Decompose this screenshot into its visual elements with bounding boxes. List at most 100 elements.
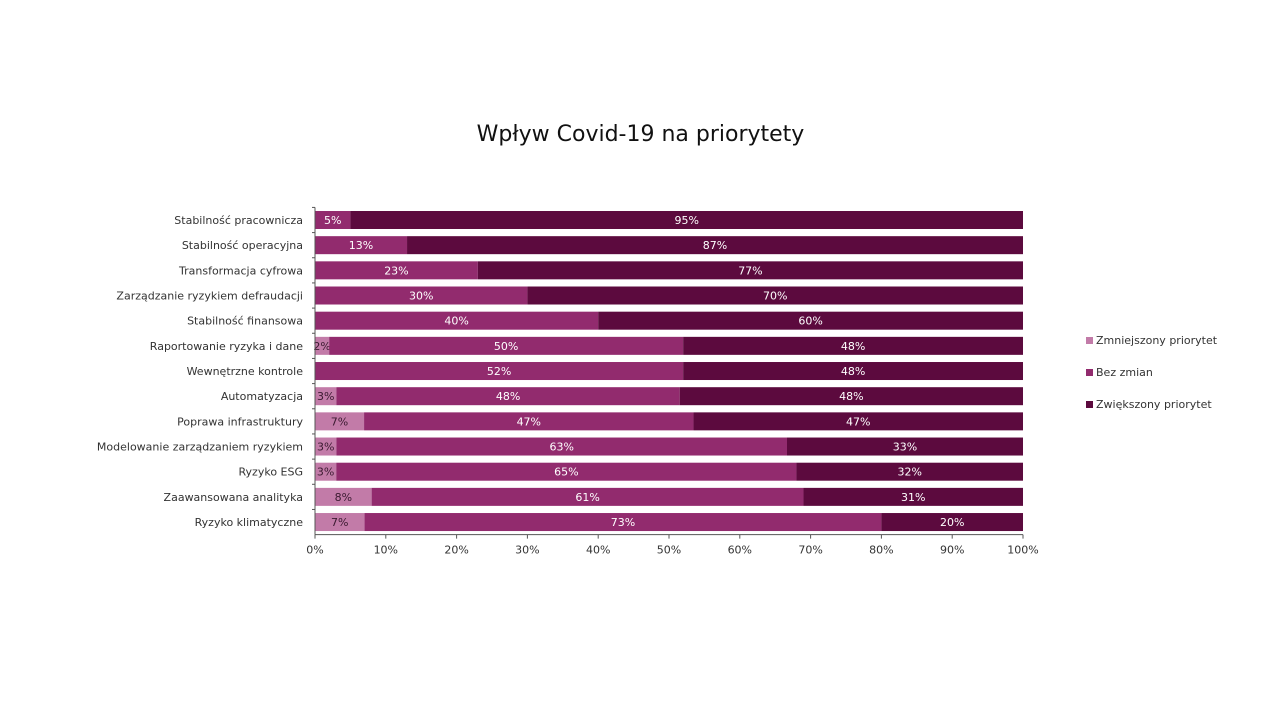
- x-tick-label: 20%: [444, 544, 468, 557]
- x-tick-label: 50%: [657, 544, 681, 557]
- bar-segment: [371, 487, 804, 506]
- x-tick-label: 40%: [586, 544, 610, 557]
- data-label: 32%: [897, 466, 921, 479]
- x-tick-label: 60%: [728, 544, 752, 557]
- bar-segment: [803, 487, 1023, 506]
- data-label: 47%: [846, 415, 870, 428]
- data-label: 87%: [703, 239, 727, 252]
- category-label: Ryzyko klimatyczne: [195, 516, 304, 529]
- data-label: 60%: [798, 315, 822, 328]
- bar-segment: [315, 412, 365, 431]
- category-label: Stabilność pracownicza: [174, 214, 303, 227]
- legend-label: Zmniejszony priorytet: [1096, 334, 1218, 347]
- data-label: 40%: [444, 315, 468, 328]
- data-label: 61%: [575, 491, 599, 504]
- chart-title: Wpływ Covid-19 na priorytety: [476, 122, 805, 147]
- bar-segment: [477, 261, 1024, 280]
- bar-segment: [679, 387, 1023, 406]
- data-label: 65%: [554, 466, 578, 479]
- data-label: 3%: [317, 390, 334, 403]
- bar-segment: [315, 513, 365, 532]
- bar-segment: [336, 437, 787, 456]
- data-label: 3%: [317, 466, 334, 479]
- category-label: Zaawansowana analityka: [164, 491, 303, 504]
- category-label: Transformacja cyfrowa: [178, 264, 303, 277]
- x-tick-label: 70%: [798, 544, 822, 557]
- category-label: Wewnętrzne kontrole: [187, 365, 304, 378]
- bar-segment: [315, 236, 408, 255]
- legend-label: Zwiększony priorytet: [1096, 398, 1212, 411]
- category-label: Stabilność finansowa: [187, 315, 303, 328]
- category-label: Modelowanie zarządzaniem ryzykiem: [97, 441, 303, 454]
- x-tick-label: 80%: [869, 544, 893, 557]
- category-label: Automatyzacja: [221, 390, 303, 403]
- data-label: 50%: [494, 340, 518, 353]
- data-label: 20%: [940, 516, 964, 529]
- bar-segment: [315, 261, 478, 280]
- bar-segment: [683, 362, 1023, 381]
- data-label: 2%: [313, 340, 330, 353]
- bar-segment: [315, 487, 372, 506]
- bar-segment: [350, 211, 1023, 229]
- bar-segment: [796, 462, 1023, 481]
- bar-segment: [315, 362, 684, 381]
- data-label: 7%: [331, 516, 348, 529]
- bar-segment: [598, 311, 1023, 330]
- legend: Zmniejszony priorytet Bez zmian Zwiększony…: [1086, 334, 1218, 411]
- bar-segment: [527, 286, 1023, 305]
- data-label: 77%: [738, 264, 762, 277]
- bar-segment: [329, 336, 684, 355]
- bar-segment: [315, 336, 330, 355]
- data-label: 48%: [841, 340, 865, 353]
- x-tick-label: 0%: [306, 544, 323, 557]
- axis-layer: Stabilność pracownicza Stabilność operacy…: [97, 206, 1039, 557]
- data-label: 95%: [674, 214, 698, 227]
- bar-segment: [683, 336, 1023, 355]
- data-label: 73%: [611, 516, 635, 529]
- bar-segment: [315, 387, 337, 406]
- category-label: Stabilność operacyjna: [182, 239, 303, 252]
- data-label: 13%: [349, 239, 373, 252]
- category-label: Zarządzanie ryzykiem defraudacji: [116, 290, 303, 303]
- bars-layer: 5% 95% 13% 87% 23% 77% 30% 70% 40% 60% 2% 50% 48% 52%…: [313, 211, 1024, 532]
- data-label: 30%: [409, 290, 433, 303]
- category-label: Poprawa infrastruktury: [177, 415, 303, 428]
- data-label: 48%: [841, 365, 865, 378]
- bar-segment: [315, 286, 528, 305]
- legend-swatch: [1086, 369, 1093, 376]
- x-tick-label: 100%: [1007, 544, 1038, 557]
- data-label: 31%: [901, 491, 925, 504]
- data-label: 8%: [335, 491, 352, 504]
- data-label: 52%: [487, 365, 511, 378]
- bar-segment: [364, 412, 694, 431]
- bar-segment: [693, 412, 1023, 431]
- bar-segment: [787, 437, 1023, 456]
- category-label: Raportowanie ryzyka i dane: [150, 340, 303, 353]
- data-label: 23%: [384, 264, 408, 277]
- bar-segment: [881, 513, 1023, 532]
- bar-segment: [407, 236, 1023, 255]
- bar-segment: [364, 513, 882, 532]
- x-tick-label: 10%: [374, 544, 398, 557]
- data-label: 7%: [331, 415, 348, 428]
- x-tick-label: 90%: [940, 544, 964, 557]
- data-label: 47%: [517, 415, 541, 428]
- data-label: 3%: [317, 441, 334, 454]
- legend-swatch: [1086, 337, 1093, 344]
- bar-segment: [315, 462, 337, 481]
- bar-segment: [315, 437, 337, 456]
- bar-segment: [336, 462, 797, 481]
- bar-segment: [315, 311, 599, 330]
- data-label: 48%: [496, 390, 520, 403]
- data-label: 70%: [763, 290, 787, 303]
- legend-swatch: [1086, 401, 1093, 408]
- bar-segment: [336, 387, 680, 406]
- data-label: 63%: [550, 441, 574, 454]
- data-label: 48%: [839, 390, 863, 403]
- data-label: 33%: [893, 441, 917, 454]
- data-label: 5%: [324, 214, 341, 227]
- bar-segment: [315, 211, 351, 229]
- x-tick-label: 30%: [515, 544, 539, 557]
- category-label: Ryzyko ESG: [239, 466, 304, 479]
